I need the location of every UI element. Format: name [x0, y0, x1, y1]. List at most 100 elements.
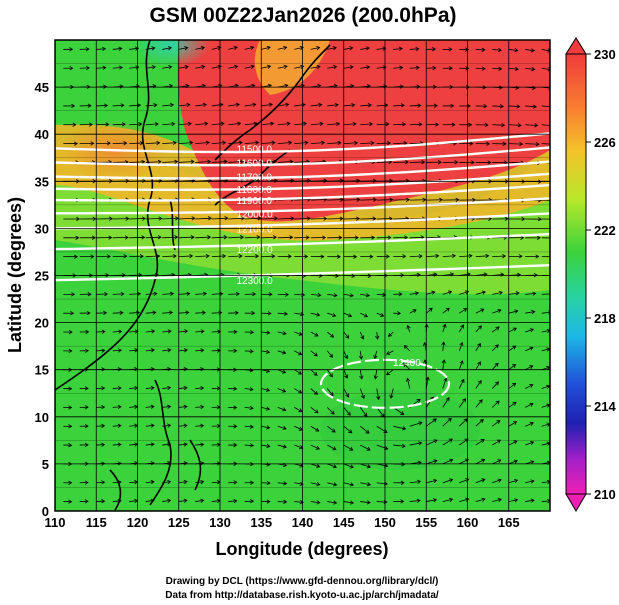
- y-tick-label: 45: [35, 80, 49, 95]
- wind-vector: [393, 66, 403, 69]
- wind-vector: [360, 501, 371, 504]
- wind-arrowhead: [249, 387, 254, 392]
- wind-vector: [195, 66, 205, 69]
- wind-vector: [195, 236, 211, 239]
- wind-arrowhead: [288, 140, 293, 145]
- wind-arrowhead: [366, 500, 371, 505]
- wind-vector: [294, 312, 304, 315]
- wind-vector: [277, 142, 292, 145]
- wind-arrowhead: [240, 216, 245, 221]
- wind-arrowhead: [367, 103, 372, 108]
- wind-arrowhead: [400, 103, 405, 108]
- wind-arrowhead: [332, 312, 337, 318]
- wind-vector: [310, 312, 320, 316]
- wind-vector: [195, 312, 206, 314]
- wind-arrowhead: [349, 65, 354, 70]
- wind-arrowhead: [366, 446, 371, 451]
- wind-vector: [228, 103, 240, 107]
- wind-arrowhead: [91, 235, 96, 240]
- wind-arrowhead: [256, 159, 261, 164]
- y-axis-label: Latitude (degrees): [5, 197, 25, 353]
- wind-vector: [129, 500, 138, 502]
- wind-vector: [376, 482, 388, 485]
- wind-vector: [310, 331, 319, 337]
- wind-arrowhead: [235, 291, 240, 297]
- wind-arrowhead: [172, 253, 177, 259]
- wind-arrowhead: [360, 394, 365, 400]
- wind-vector: [112, 387, 122, 389]
- wind-arrowhead: [103, 310, 108, 316]
- wind-vector: [244, 444, 254, 447]
- wind-vector: [525, 143, 539, 145]
- wind-vector: [112, 331, 122, 333]
- wind-arrowhead: [255, 140, 260, 145]
- wind-vector: [525, 461, 534, 465]
- wind-vector: [360, 66, 370, 69]
- wind-arrowhead: [485, 253, 490, 259]
- wind-arrowhead: [167, 329, 172, 334]
- wind-arrowhead: [298, 408, 303, 413]
- x-tick-labels: 110 115 120 125 130 135 140 145 150 155 160 165: [45, 515, 520, 530]
- wind-arrowhead: [399, 65, 404, 70]
- wind-vector: [426, 479, 437, 484]
- wind-arrowhead: [333, 293, 338, 298]
- wind-vector: [294, 369, 302, 375]
- wind-arrowhead: [69, 66, 74, 71]
- wind-vector: [525, 311, 535, 314]
- wind-vector: [178, 66, 189, 69]
- wind-arrowhead: [85, 329, 90, 335]
- colorbar-tick-label: 222: [594, 223, 616, 238]
- wind-arrowhead: [318, 102, 323, 108]
- wind-vector: [525, 403, 534, 408]
- wind-vector: [508, 49, 518, 51]
- wind-vector: [343, 463, 354, 468]
- wind-arrowhead: [68, 405, 73, 410]
- wind-vector: [145, 330, 155, 333]
- grid: [54, 40, 550, 512]
- wind-arrowhead: [151, 329, 156, 334]
- wind-arrowhead: [186, 291, 191, 296]
- wind-arrowhead: [84, 386, 89, 391]
- wind-arrowhead: [356, 178, 361, 183]
- wind-arrowhead: [69, 47, 74, 52]
- wind-vector: [294, 331, 303, 336]
- wind-vector: [310, 199, 327, 201]
- wind-vector: [162, 255, 177, 258]
- wind-arrowhead: [317, 292, 322, 298]
- wind-arrowhead: [552, 255, 555, 259]
- wind-arrowhead: [103, 84, 108, 89]
- wind-arrowhead: [481, 478, 486, 483]
- wind-arrowhead: [366, 464, 372, 469]
- wind-vector: [409, 422, 423, 427]
- wind-vector: [178, 387, 188, 389]
- wind-arrowhead: [158, 178, 163, 183]
- wind-vector: [442, 459, 453, 465]
- wind-arrowhead: [167, 366, 172, 372]
- wind-vector: [162, 499, 171, 502]
- wind-arrowhead: [330, 410, 335, 415]
- wind-vector: [195, 425, 204, 427]
- wind-arrowhead: [349, 482, 355, 487]
- wind-arrowhead: [459, 341, 464, 347]
- wind-vector: [409, 48, 419, 50]
- wind-vector: [244, 103, 256, 107]
- wind-arrowhead: [406, 377, 411, 382]
- wind-arrowhead: [150, 385, 155, 391]
- wind-arrowhead: [250, 330, 255, 335]
- wind-vector: [525, 347, 534, 352]
- wind-arrowhead: [477, 342, 481, 348]
- wind-arrowhead: [319, 121, 324, 127]
- wind-arrowhead: [332, 446, 337, 451]
- wind-arrowhead: [138, 122, 143, 127]
- wind-vector: [145, 349, 155, 352]
- wind-arrowhead: [104, 291, 109, 297]
- wind-arrowhead: [207, 159, 212, 164]
- wind-vector: [195, 47, 205, 50]
- wind-vector: [228, 46, 238, 50]
- wind-arrowhead: [266, 443, 271, 449]
- wind-arrowhead: [354, 140, 359, 146]
- wind-arrowhead: [353, 254, 358, 259]
- x-tick-label: 125: [168, 515, 190, 530]
- wind-arrowhead: [314, 409, 319, 414]
- wind-arrowhead: [101, 329, 106, 334]
